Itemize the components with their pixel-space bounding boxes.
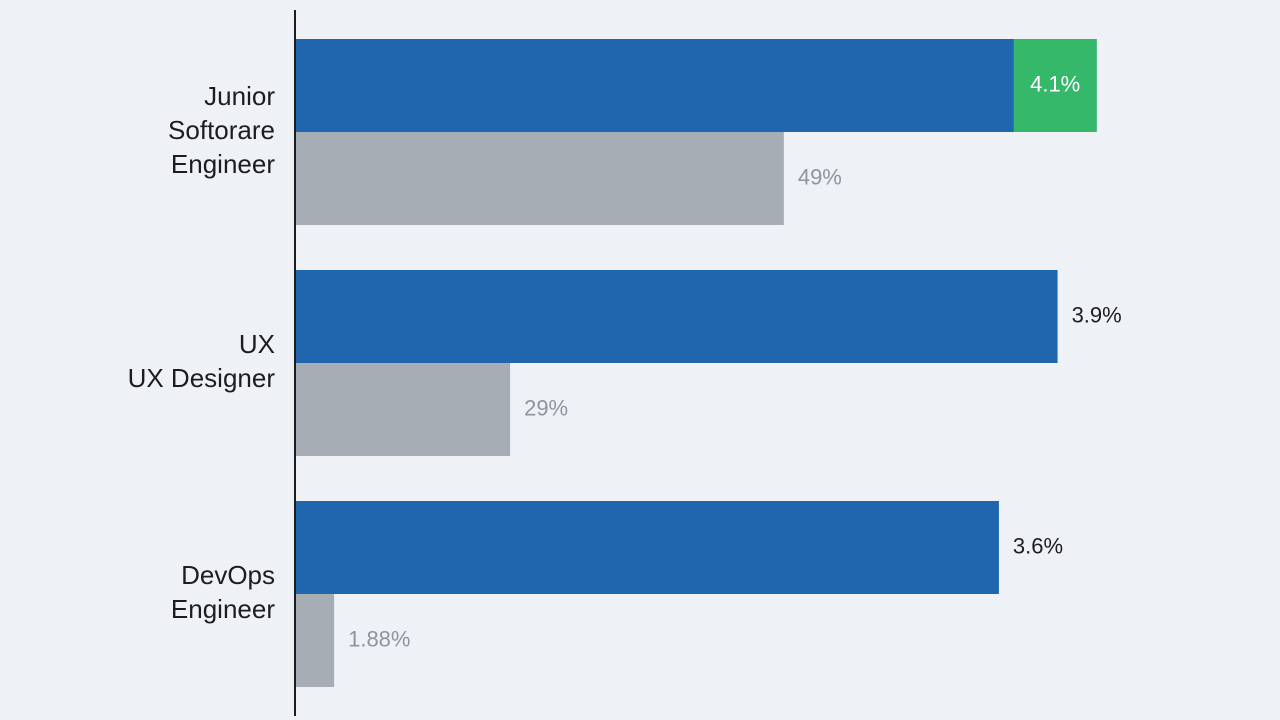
bar-primary-0 <box>295 39 1097 132</box>
value-label-secondary-1: 29% <box>524 395 568 420</box>
category-label-line: UX <box>239 329 275 359</box>
category-label-line: Softorare <box>168 115 275 145</box>
highlight-segment <box>1013 39 1097 132</box>
category-label-line: UX Designer <box>128 363 276 393</box>
value-label-secondary-0: 49% <box>798 164 842 189</box>
highlight-value-label: 4.1% <box>1030 71 1080 96</box>
bar-secondary-0 <box>295 132 784 225</box>
value-label-primary-1: 3.9% <box>1072 302 1122 327</box>
category-label-line: DevOps <box>181 560 275 590</box>
bar-secondary-1 <box>295 363 511 456</box>
bar-primary-2 <box>295 501 999 594</box>
category-label-line: Engineer <box>171 149 275 179</box>
bar-primary-1 <box>295 270 1058 363</box>
bar-secondary-2 <box>295 594 335 687</box>
category-label-2: DevOps Engineer <box>171 560 275 624</box>
category-label-1: UX UX Designer <box>128 329 276 393</box>
value-label-primary-2: 3.6% <box>1013 533 1063 558</box>
category-label-line: Junior <box>204 81 275 111</box>
category-label-0: Junior Softorare Engineer <box>168 81 275 179</box>
category-label-line: Engineer <box>171 594 275 624</box>
value-label-secondary-2: 1.88% <box>348 626 410 651</box>
